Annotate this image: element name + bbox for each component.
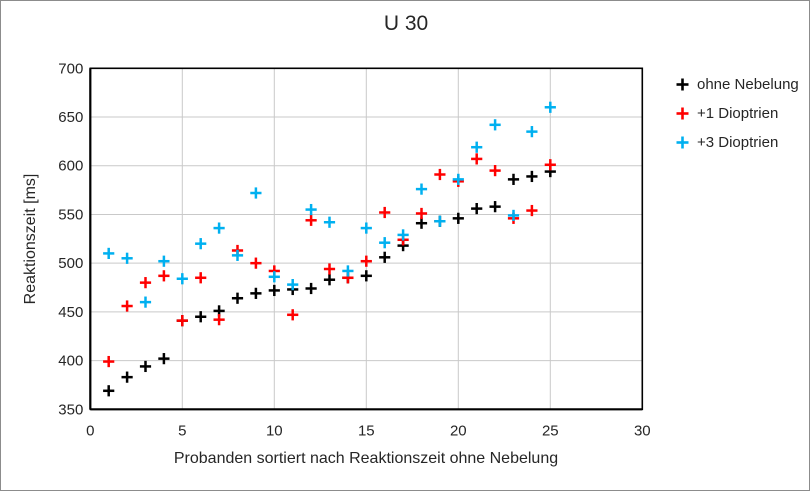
x-tick-label: 20 (450, 422, 467, 439)
y-axis-title: Reaktionszeit [ms] (22, 173, 39, 305)
y-tick-label: 650 (58, 109, 83, 126)
y-tick-label: 350 (58, 401, 83, 418)
legend-label: +3 Dioptrien (697, 134, 779, 151)
data-point-+3-dioptrien (195, 238, 207, 250)
x-tick-label: 30 (634, 422, 651, 439)
data-point-ohne-nebelung (195, 311, 207, 323)
data-point-+3-dioptrien (176, 273, 188, 285)
y-tick-label: 450 (58, 304, 83, 321)
legend-item-plus1-dioptrien: +1 Dioptrien (675, 99, 799, 128)
plus-marker-icon (676, 78, 689, 91)
data-point-ohne-nebelung (305, 282, 317, 295)
data-point-+3-dioptrien (121, 252, 133, 264)
legend: ohne Nebelung +1 Dioptrien +3 Dioptrien (675, 70, 799, 157)
data-point-+3-dioptrien (544, 101, 556, 113)
y-tick-label: 400 (58, 353, 83, 370)
data-point-+1-dioptrien (139, 277, 152, 289)
x-tick-label: 10 (266, 422, 283, 439)
data-point-+1-dioptrien (323, 263, 336, 275)
data-point-+1-dioptrien (195, 272, 207, 284)
data-point-+3-dioptrien (103, 247, 115, 260)
data-point-+3-dioptrien (287, 278, 299, 291)
data-point-+1-dioptrien (489, 165, 501, 177)
plus-marker-icon (676, 107, 689, 120)
chart-title: U 30 (383, 12, 429, 35)
data-point-ohne-nebelung (121, 371, 133, 383)
data-point-ohne-nebelung (526, 170, 538, 183)
data-point-ohne-nebelung (323, 274, 336, 286)
x-tick-label: 5 (178, 422, 186, 439)
data-point-+3-dioptrien (471, 141, 483, 153)
data-point-+1-dioptrien (158, 270, 170, 282)
x-axis-title: Probanden sortiert nach Reaktionszeit oh… (173, 450, 559, 467)
data-point-ohne-nebelung (471, 202, 483, 215)
data-point-+3-dioptrien (268, 271, 280, 283)
y-tick-label: 600 (58, 158, 83, 175)
data-point-+1-dioptrien (471, 153, 483, 165)
legend-label: ohne Nebelung (697, 76, 799, 93)
data-point-+3-dioptrien (360, 222, 372, 234)
data-point-+1-dioptrien (103, 355, 115, 368)
legend-label: +1 Dioptrien (697, 105, 779, 122)
y-tick-label: 500 (58, 255, 83, 272)
data-point-ohne-nebelung (379, 251, 391, 263)
data-point-+3-dioptrien (323, 216, 336, 228)
y-tick-label: 700 (58, 60, 83, 77)
data-point-+1-dioptrien (379, 206, 391, 219)
data-point-ohne-nebelung (250, 287, 262, 299)
legend-item-plus3-dioptrien: +3 Dioptrien (675, 128, 799, 157)
data-point-ohne-nebelung (452, 212, 464, 224)
data-point-+1-dioptrien (526, 204, 538, 217)
data-point-ohne-nebelung (158, 353, 170, 365)
data-point-ohne-nebelung (268, 284, 280, 297)
data-point-+3-dioptrien (305, 203, 317, 216)
data-point-+3-dioptrien (250, 187, 262, 199)
y-tick-label: 550 (58, 206, 83, 223)
data-point-+3-dioptrien (213, 222, 225, 234)
data-point-+3-dioptrien (452, 173, 464, 185)
data-point-+1-dioptrien (176, 315, 188, 327)
data-point-+3-dioptrien (139, 296, 152, 308)
data-point-+1-dioptrien (121, 300, 133, 312)
data-point-+1-dioptrien (415, 207, 428, 220)
data-point-+1-dioptrien (360, 255, 372, 267)
data-point-+3-dioptrien (489, 119, 501, 131)
data-point-ohne-nebelung (231, 292, 244, 304)
data-point-+1-dioptrien (305, 214, 317, 226)
data-point-+3-dioptrien (415, 183, 428, 195)
data-point-+3-dioptrien (526, 126, 538, 138)
x-tick-label: 0 (86, 422, 94, 439)
legend-item-ohne-nebelung: ohne Nebelung (675, 70, 799, 99)
data-point-+3-dioptrien (231, 249, 244, 261)
data-point-+1-dioptrien (434, 168, 446, 181)
data-point-ohne-nebelung (360, 270, 372, 282)
data-point-+3-dioptrien (434, 215, 446, 227)
data-point-+3-dioptrien (379, 237, 391, 249)
data-point-+1-dioptrien (213, 314, 225, 326)
data-point-ohne-nebelung (489, 201, 501, 213)
plus-marker-icon (676, 136, 689, 149)
data-point-+3-dioptrien (342, 265, 354, 277)
data-point-+3-dioptrien (507, 209, 520, 222)
x-tick-label: 25 (542, 422, 559, 439)
data-point-+1-dioptrien (287, 309, 299, 321)
data-point-+3-dioptrien (397, 229, 409, 241)
data-point-ohne-nebelung (103, 385, 115, 397)
data-point-ohne-nebelung (507, 173, 520, 185)
data-point-+1-dioptrien (544, 159, 556, 171)
x-tick-label: 15 (358, 422, 375, 439)
data-point-+1-dioptrien (250, 257, 262, 269)
data-point-+3-dioptrien (158, 255, 170, 267)
data-point-ohne-nebelung (139, 360, 152, 373)
data-point-ohne-nebelung (415, 217, 428, 229)
